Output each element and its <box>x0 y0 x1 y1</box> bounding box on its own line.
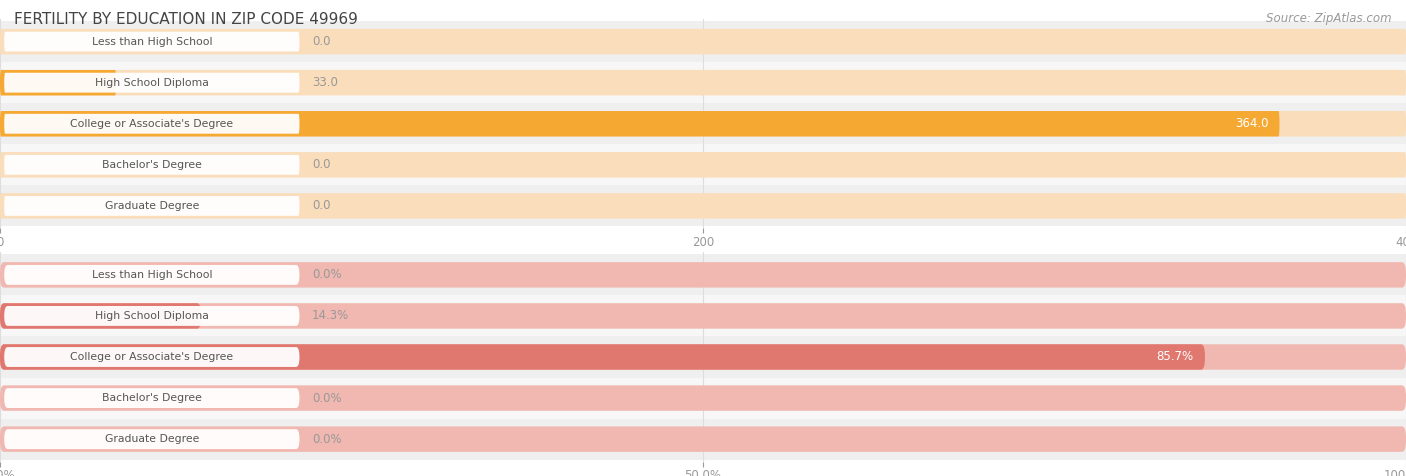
Text: Bachelor's Degree: Bachelor's Degree <box>101 160 202 170</box>
Bar <box>0 254 1406 296</box>
FancyBboxPatch shape <box>4 429 299 449</box>
Bar <box>0 377 1406 418</box>
FancyBboxPatch shape <box>4 306 299 326</box>
Text: Graduate Degree: Graduate Degree <box>104 434 200 444</box>
FancyBboxPatch shape <box>0 70 115 95</box>
Bar <box>0 296 1406 337</box>
FancyBboxPatch shape <box>4 388 299 408</box>
FancyBboxPatch shape <box>0 344 1205 370</box>
FancyBboxPatch shape <box>0 262 1406 288</box>
Text: FERTILITY BY EDUCATION IN ZIP CODE 49969: FERTILITY BY EDUCATION IN ZIP CODE 49969 <box>14 12 359 27</box>
Text: 0.0: 0.0 <box>312 35 330 48</box>
Bar <box>0 62 1406 103</box>
Text: 85.7%: 85.7% <box>1157 350 1194 364</box>
Bar <box>0 103 1406 144</box>
FancyBboxPatch shape <box>0 303 1406 328</box>
FancyBboxPatch shape <box>0 111 1279 137</box>
Text: Bachelor's Degree: Bachelor's Degree <box>101 393 202 403</box>
FancyBboxPatch shape <box>4 155 299 175</box>
FancyBboxPatch shape <box>4 73 299 93</box>
FancyBboxPatch shape <box>0 193 1406 218</box>
Bar <box>0 144 1406 185</box>
FancyBboxPatch shape <box>0 70 1406 95</box>
Text: Graduate Degree: Graduate Degree <box>104 201 200 211</box>
Text: Less than High School: Less than High School <box>91 270 212 280</box>
Text: College or Associate's Degree: College or Associate's Degree <box>70 119 233 129</box>
Text: 0.0: 0.0 <box>312 199 330 212</box>
Text: High School Diploma: High School Diploma <box>96 311 208 321</box>
Text: 0.0%: 0.0% <box>312 433 342 446</box>
Text: Source: ZipAtlas.com: Source: ZipAtlas.com <box>1267 12 1392 25</box>
Bar <box>0 185 1406 227</box>
FancyBboxPatch shape <box>0 344 1406 370</box>
FancyBboxPatch shape <box>4 32 299 51</box>
Text: Less than High School: Less than High School <box>91 37 212 47</box>
Text: 33.0: 33.0 <box>312 76 337 89</box>
Bar <box>0 337 1406 377</box>
Text: 0.0%: 0.0% <box>312 392 342 405</box>
FancyBboxPatch shape <box>4 196 299 216</box>
Text: 364.0: 364.0 <box>1234 117 1268 130</box>
Text: 0.0%: 0.0% <box>312 268 342 281</box>
FancyBboxPatch shape <box>0 152 1406 178</box>
Text: High School Diploma: High School Diploma <box>96 78 208 88</box>
Bar <box>0 21 1406 62</box>
FancyBboxPatch shape <box>0 111 1406 137</box>
FancyBboxPatch shape <box>4 347 299 367</box>
Text: 0.0: 0.0 <box>312 159 330 171</box>
Bar <box>0 418 1406 460</box>
FancyBboxPatch shape <box>0 29 1406 54</box>
FancyBboxPatch shape <box>4 114 299 134</box>
Text: 14.3%: 14.3% <box>312 309 349 322</box>
Text: College or Associate's Degree: College or Associate's Degree <box>70 352 233 362</box>
FancyBboxPatch shape <box>0 426 1406 452</box>
FancyBboxPatch shape <box>0 303 201 328</box>
FancyBboxPatch shape <box>4 265 299 285</box>
FancyBboxPatch shape <box>0 386 1406 411</box>
